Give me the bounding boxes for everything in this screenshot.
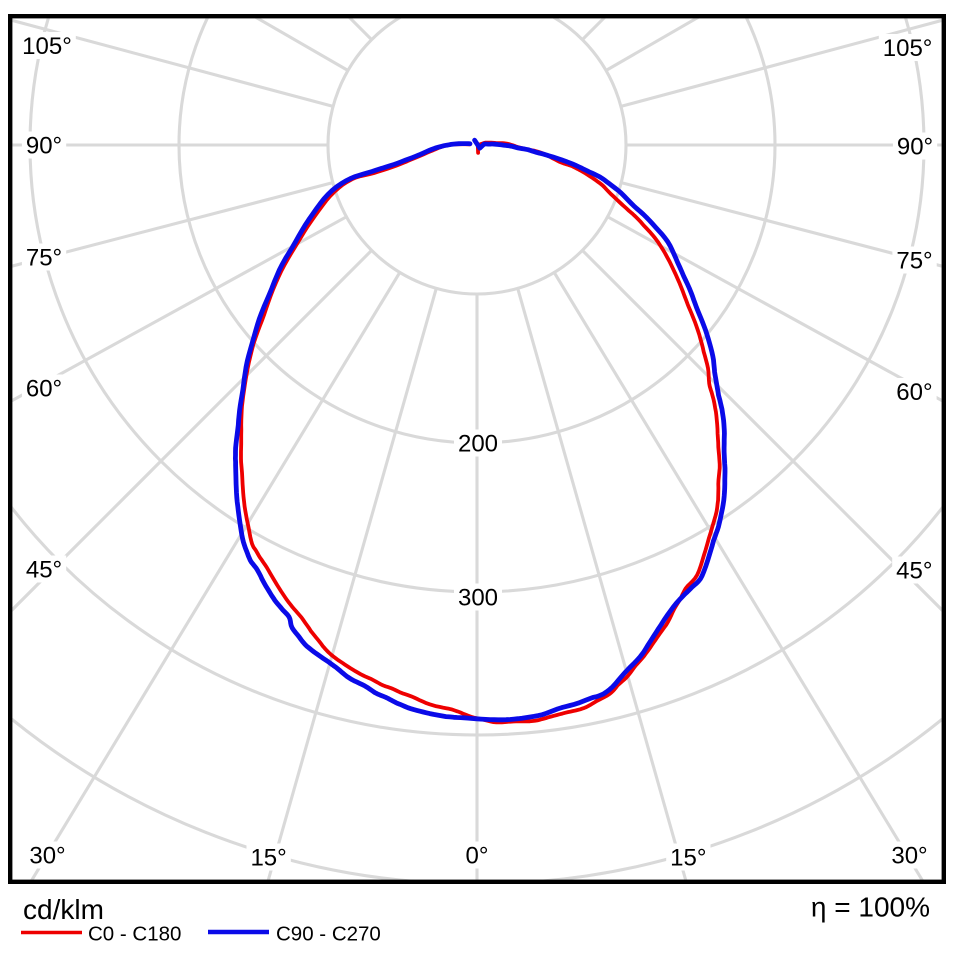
svg-text:75°: 75° xyxy=(896,248,932,275)
svg-text:60°: 60° xyxy=(26,376,62,403)
svg-text:60°: 60° xyxy=(896,379,932,406)
svg-text:0°: 0° xyxy=(466,843,489,870)
svg-text:105°: 105° xyxy=(883,35,933,62)
svg-text:90°: 90° xyxy=(26,133,62,160)
svg-text:30°: 30° xyxy=(891,843,927,870)
svg-text:105°: 105° xyxy=(22,33,72,60)
svg-text:45°: 45° xyxy=(896,558,932,585)
svg-text:45°: 45° xyxy=(26,557,62,584)
svg-text:15°: 15° xyxy=(670,845,706,872)
svg-text:15°: 15° xyxy=(250,845,286,872)
svg-text:cd/klm: cd/klm xyxy=(23,894,104,925)
svg-text:300: 300 xyxy=(458,585,498,612)
svg-text:C90 - C270: C90 - C270 xyxy=(276,923,381,946)
svg-text:30°: 30° xyxy=(29,843,65,870)
svg-text:75°: 75° xyxy=(26,245,62,272)
svg-text:200: 200 xyxy=(458,431,498,458)
svg-text:C0 - C180: C0 - C180 xyxy=(88,923,181,946)
svg-text:90°: 90° xyxy=(897,134,933,161)
svg-text:η = 100%: η = 100% xyxy=(811,892,930,923)
